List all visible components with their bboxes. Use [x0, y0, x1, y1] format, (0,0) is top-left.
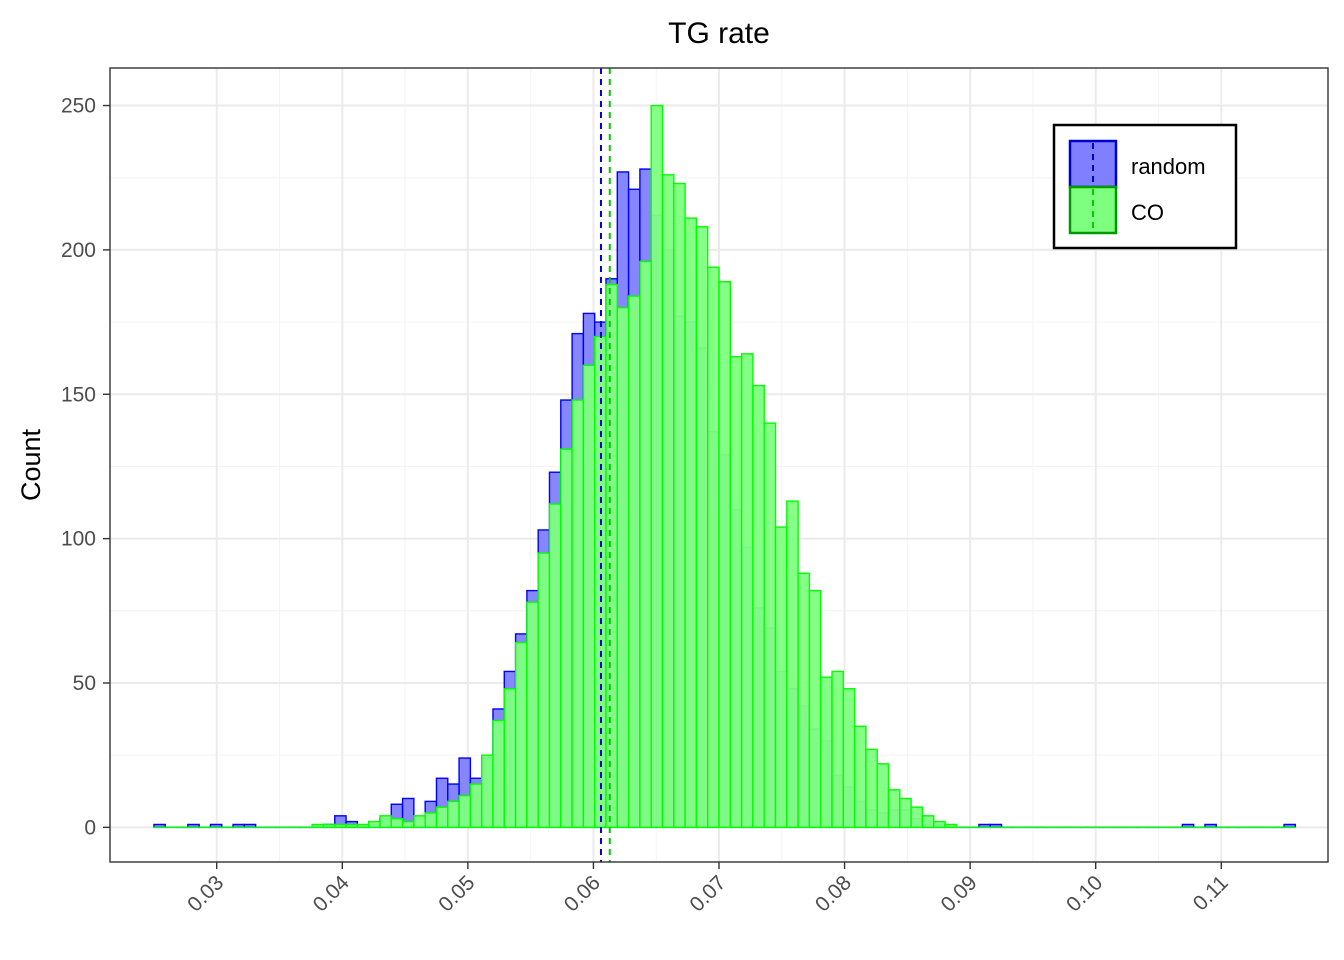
bar-co — [808, 589, 822, 829]
bar-co — [345, 823, 359, 829]
y-axis-title: Count — [16, 428, 46, 501]
bar-co — [526, 601, 539, 829]
bar-co — [661, 174, 675, 829]
bar-co — [639, 260, 652, 829]
bar-co — [718, 280, 732, 829]
bar-co — [786, 500, 799, 829]
bar-co — [367, 820, 381, 829]
y-tick-label: 0 — [84, 816, 96, 839]
histogram-bars — [153, 104, 1297, 829]
legend-label-random: random — [1131, 154, 1206, 179]
bar-co — [582, 364, 596, 829]
x-tick-label: 0.05 — [434, 871, 479, 916]
bar-co — [503, 688, 517, 829]
bar-co — [627, 295, 641, 829]
bar-co — [820, 676, 833, 829]
series-co — [153, 104, 1297, 829]
bar-co — [763, 422, 777, 829]
bar-co — [797, 572, 811, 829]
bar-co — [537, 552, 551, 829]
bar-co — [424, 812, 438, 829]
bar-co — [560, 448, 573, 829]
bar-co — [921, 815, 935, 829]
bar-co — [831, 670, 845, 829]
bar-co — [695, 226, 709, 829]
bar-co — [729, 356, 743, 829]
bar-co — [899, 797, 912, 829]
bar-co — [650, 104, 664, 829]
x-tick-label: 0.08 — [811, 871, 856, 916]
x-tick-label: 0.06 — [560, 871, 605, 916]
legend-label-co: CO — [1131, 200, 1164, 225]
x-tick-label: 0.11 — [1189, 871, 1233, 915]
bar-co — [390, 817, 404, 829]
x-tick-label: 0.07 — [685, 871, 730, 916]
bar-co — [910, 806, 924, 829]
bar-co — [752, 384, 765, 829]
bar-co — [401, 820, 415, 829]
bar-co — [548, 503, 562, 829]
bar-co — [740, 353, 754, 829]
bar-co — [944, 823, 958, 829]
bar-co — [514, 641, 528, 829]
bar-co — [435, 806, 449, 829]
y-tick-label: 150 — [61, 383, 96, 406]
legend: random CO — [1052, 123, 1238, 250]
bar-co — [447, 800, 460, 829]
x-tick-label: 0.04 — [309, 871, 354, 916]
bar-co — [334, 823, 347, 829]
bar-co — [673, 182, 686, 829]
bar-co — [887, 789, 901, 829]
bar-co — [413, 815, 426, 829]
bar-co — [853, 725, 867, 829]
bar-co — [684, 217, 698, 829]
bar-co — [458, 794, 472, 829]
bar-co — [616, 306, 630, 829]
y-tick-label: 250 — [61, 95, 96, 118]
bar-co — [933, 820, 946, 829]
chart-title: TG rate — [668, 17, 770, 50]
bar-co — [774, 526, 788, 829]
bar-co — [605, 283, 618, 829]
bar-co — [379, 815, 392, 829]
y-tick-label: 50 — [73, 672, 96, 695]
bar-co — [480, 754, 494, 829]
bar-co — [311, 823, 325, 829]
y-tick-label: 100 — [61, 528, 96, 551]
bar-co — [469, 783, 483, 829]
bar-co — [706, 266, 720, 829]
bar-co — [571, 399, 585, 829]
x-tick-label: 0.10 — [1062, 871, 1107, 916]
bar-co — [356, 823, 370, 829]
bar-co — [492, 719, 505, 829]
bar-co — [842, 688, 856, 829]
legend-keys — [1068, 139, 1118, 235]
bar-co — [876, 763, 890, 829]
y-tick-label: 200 — [61, 239, 96, 262]
bar-co — [865, 748, 878, 829]
x-tick-label: 0.03 — [183, 871, 228, 916]
x-tick-label: 0.09 — [937, 871, 982, 916]
mean-lines — [599, 68, 611, 862]
bar-co — [322, 823, 336, 829]
